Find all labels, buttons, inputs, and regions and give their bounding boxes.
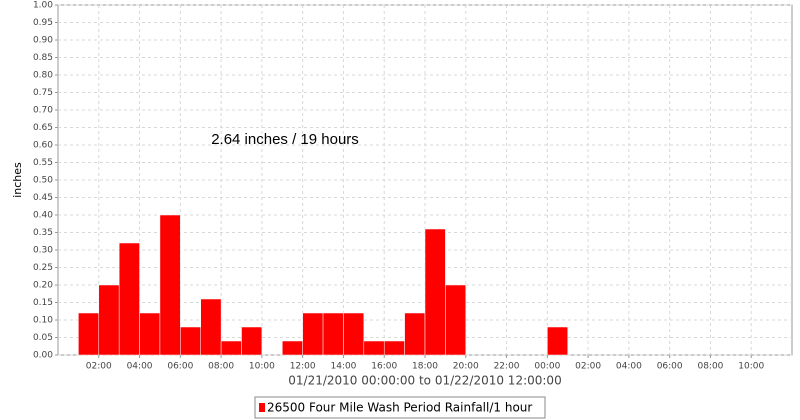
y-tick-label: 0.35 (33, 228, 53, 238)
y-tick-label: 0.75 (33, 88, 53, 98)
bar (363, 340, 385, 356)
y-tick-label: 0.55 (33, 158, 53, 168)
legend (254, 396, 546, 419)
x-tick-label: 02:00 (575, 362, 601, 372)
bar (424, 228, 446, 356)
bar (282, 340, 303, 356)
y-tick-label: 0.30 (33, 246, 53, 256)
y-tick-label: 0.00 (33, 351, 53, 361)
y-tick-label: 0.50 (33, 176, 53, 186)
bar (302, 312, 324, 356)
y-tick-label: 0.20 (33, 281, 53, 291)
x-tick-label: 18:00 (412, 362, 438, 372)
bar (118, 242, 140, 356)
bar (383, 340, 405, 356)
legend-swatch (259, 403, 265, 412)
y-tick-label: 0.05 (33, 333, 53, 343)
legend-label: 26500 Four Mile Wash Period Rainfall/1 h… (267, 401, 532, 415)
x-tick-label: 14:00 (330, 362, 356, 372)
x-tick-label: 04:00 (127, 362, 153, 372)
y-tick-label: 0.45 (33, 193, 53, 203)
bar (343, 312, 365, 356)
bar (445, 284, 467, 356)
y-tick-label: 0.10 (33, 316, 53, 326)
x-tick-label: 10:00 (249, 362, 275, 372)
x-tick-label: 06:00 (167, 362, 193, 372)
x-tick-label: 04:00 (616, 362, 642, 372)
bar (404, 312, 426, 356)
x-tick-label: 12:00 (290, 362, 316, 372)
y-tick-label: 0.40 (33, 211, 53, 221)
y-tick-label: 0.15 (33, 298, 53, 308)
bar (78, 312, 100, 356)
x-tick-label: 00:00 (534, 362, 560, 372)
y-tick-label: 1.00 (33, 1, 53, 11)
x-tick-label: 08:00 (697, 362, 723, 372)
bar (322, 312, 344, 356)
x-tick-label: 20:00 (453, 362, 479, 372)
bar (547, 326, 568, 356)
y-tick-label: 0.25 (33, 263, 53, 273)
y-tick-label: 0.65 (33, 123, 53, 133)
x-tick-label: 10:00 (738, 362, 764, 372)
y-tick-label: 0.95 (33, 18, 53, 28)
y-tick-label: 0.85 (33, 53, 53, 63)
bar (98, 284, 120, 356)
y-tick-label: 0.80 (33, 71, 53, 81)
y-tick-label: 0.70 (33, 106, 53, 116)
annotation: 2.64 inches / 19 hours (211, 131, 359, 148)
bar (220, 340, 242, 356)
x-tick-label: 16:00 (371, 362, 397, 372)
bar (241, 326, 263, 356)
y-axis-label: inches (11, 162, 24, 198)
bar (139, 312, 161, 356)
bar (200, 298, 222, 356)
bar (180, 326, 201, 356)
x-tick-label: 22:00 (494, 362, 520, 372)
y-tick-label: 0.90 (33, 36, 53, 46)
x-axis-label: 01/21/2010 00:00:00 to 01/22/2010 12:00:… (288, 374, 561, 388)
y-tick-label: 0.60 (33, 141, 53, 151)
x-tick-label: 08:00 (208, 362, 234, 372)
bar (159, 214, 181, 356)
x-tick-label: 02:00 (86, 362, 112, 372)
x-tick-label: 06:00 (657, 362, 683, 372)
